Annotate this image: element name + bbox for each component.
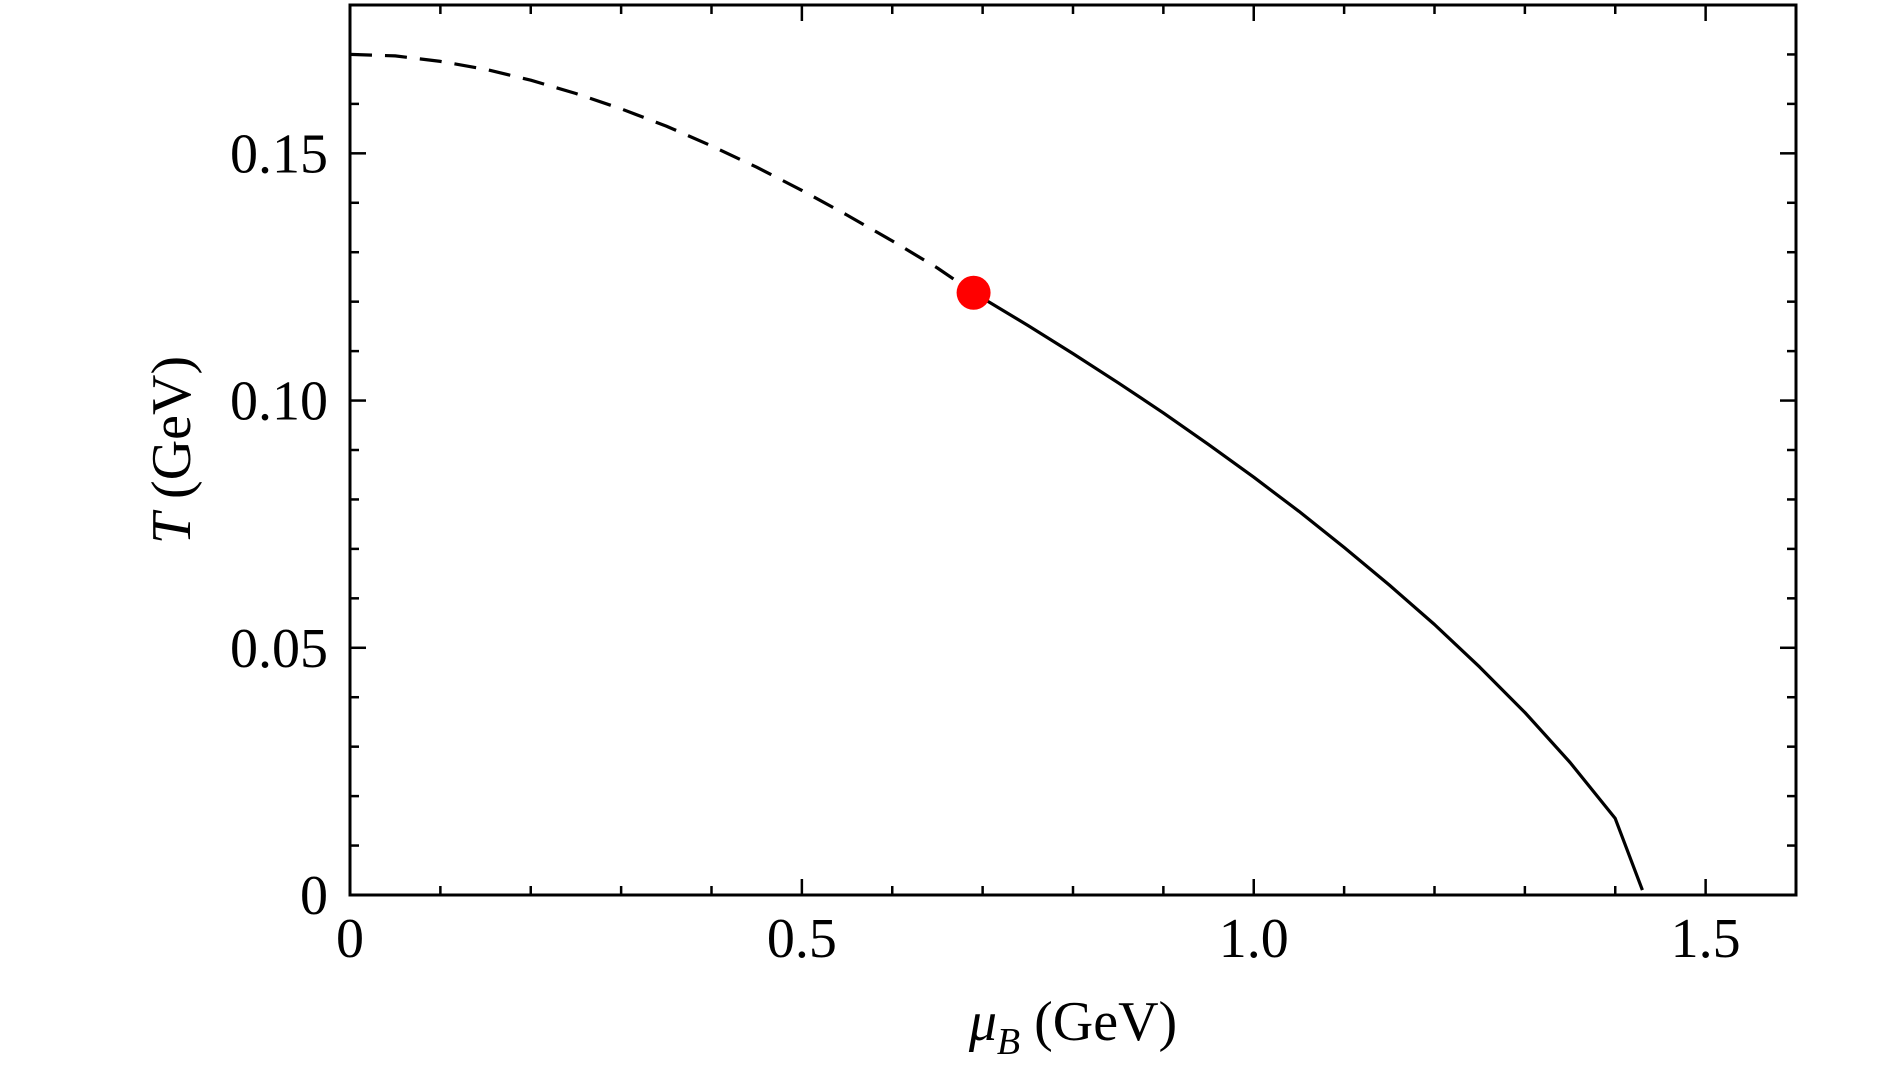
critical-point-marker (956, 275, 991, 310)
axis-ticks (348, 3, 1798, 897)
y-tick-label: 0.15 (230, 123, 328, 185)
x-axis-label: μB (GeV) (968, 991, 1177, 1063)
y-axis-label: T (GeV) (141, 356, 203, 544)
x-tick-label: 1.0 (1219, 908, 1289, 970)
y-axis-symbol: T (141, 509, 203, 544)
crossover-curve-dashed (349, 52, 975, 295)
y-tick-label: 0.10 (230, 371, 328, 433)
y-axis-unit: (GeV) (141, 356, 203, 499)
y-tick-label: 0 (300, 865, 328, 927)
x-axis-unit: (GeV) (1034, 991, 1177, 1053)
x-tick-label: 0.5 (767, 908, 837, 970)
plot-curves (349, 52, 1644, 891)
tick-labels: 0 0.5 1.0 1.5 0 0.05 0.10 0.15 (230, 123, 1741, 970)
x-tick-label: 1.5 (1671, 908, 1741, 970)
y-tick-label: 0.05 (230, 618, 328, 680)
x-axis-symbol: μ (968, 991, 997, 1053)
x-tick-label: 0 (336, 908, 364, 970)
plot-frame (348, 3, 1798, 897)
first-order-curve-solid (972, 291, 1644, 891)
plot-markers (956, 275, 991, 310)
x-axis-subscript: B (997, 1021, 1020, 1063)
